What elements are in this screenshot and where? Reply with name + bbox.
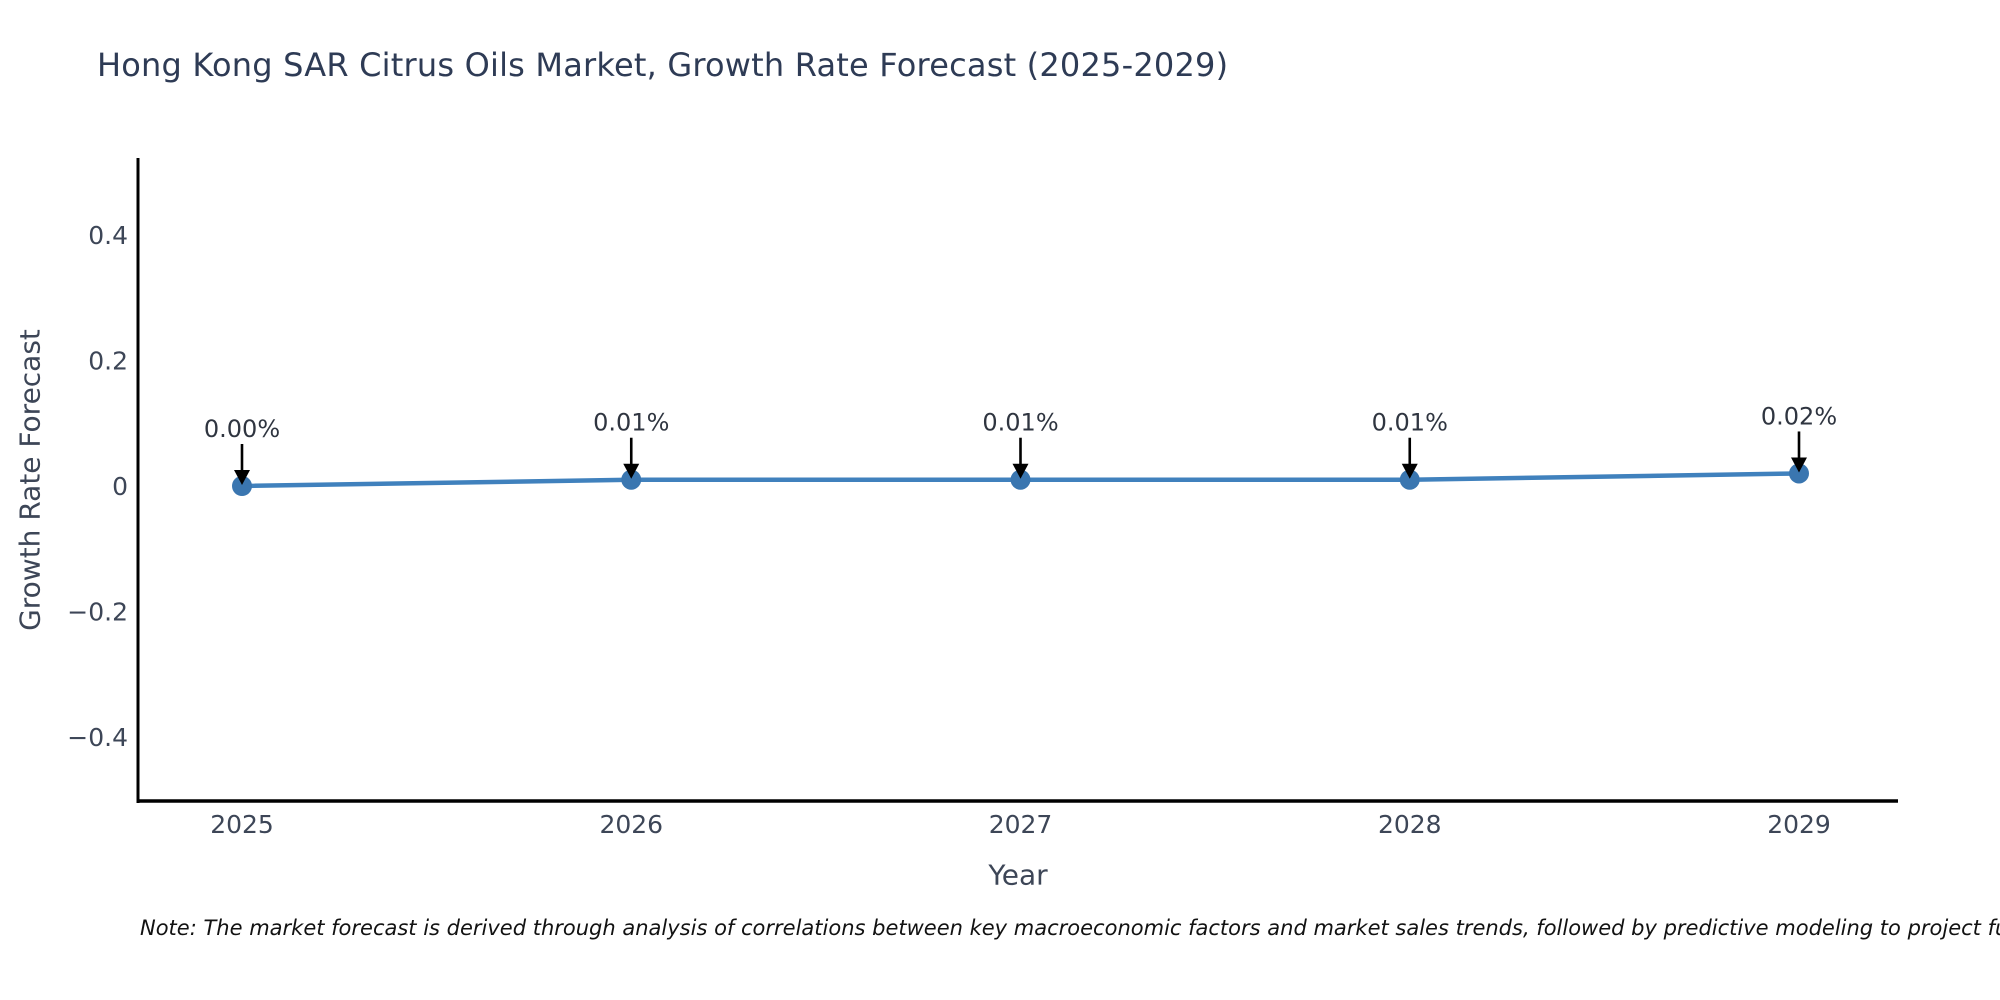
annotation-arrowhead — [234, 470, 250, 485]
x-tick-label: 2026 — [599, 810, 663, 839]
x-tick-label: 2028 — [1378, 810, 1442, 839]
y-tick-label: −0.4 — [67, 723, 128, 752]
data-point-marker — [621, 469, 642, 490]
y-tick-label: −0.2 — [67, 597, 128, 626]
chart-title: Hong Kong SAR Citrus Oils Market, Growth… — [97, 46, 1229, 84]
data-point-marker — [1010, 469, 1031, 490]
annotation-arrowhead — [623, 463, 640, 479]
y-tick-label: 0.4 — [88, 221, 128, 250]
methodology-note: Note: The market forecast is derived thr… — [140, 916, 2000, 940]
data-point-marker — [1399, 469, 1420, 490]
x-tick-label: 2025 — [210, 810, 274, 839]
x-tick-label: 2029 — [1767, 810, 1831, 839]
annotation-label: 0.01% — [982, 409, 1058, 437]
y-tick-label: 0.2 — [88, 347, 128, 376]
annotation-label: 0.00% — [204, 415, 280, 443]
x-tick-label: 2027 — [989, 810, 1053, 839]
annotation-label: 0.02% — [1761, 402, 1837, 430]
data-point-marker — [1789, 463, 1809, 484]
y-tick-label: 0 — [112, 472, 128, 501]
annotation-label: 0.01% — [593, 409, 669, 437]
data-point-marker — [232, 476, 252, 496]
x-axis-title: Year — [988, 858, 1048, 892]
annotation-arrowhead — [1791, 457, 1807, 473]
y-axis-title: Growth Rate Forecast — [13, 329, 47, 631]
annotation-label: 0.01% — [1372, 409, 1448, 437]
annotation-arrowhead — [1012, 463, 1029, 479]
annotation-arrowhead — [1401, 463, 1418, 479]
